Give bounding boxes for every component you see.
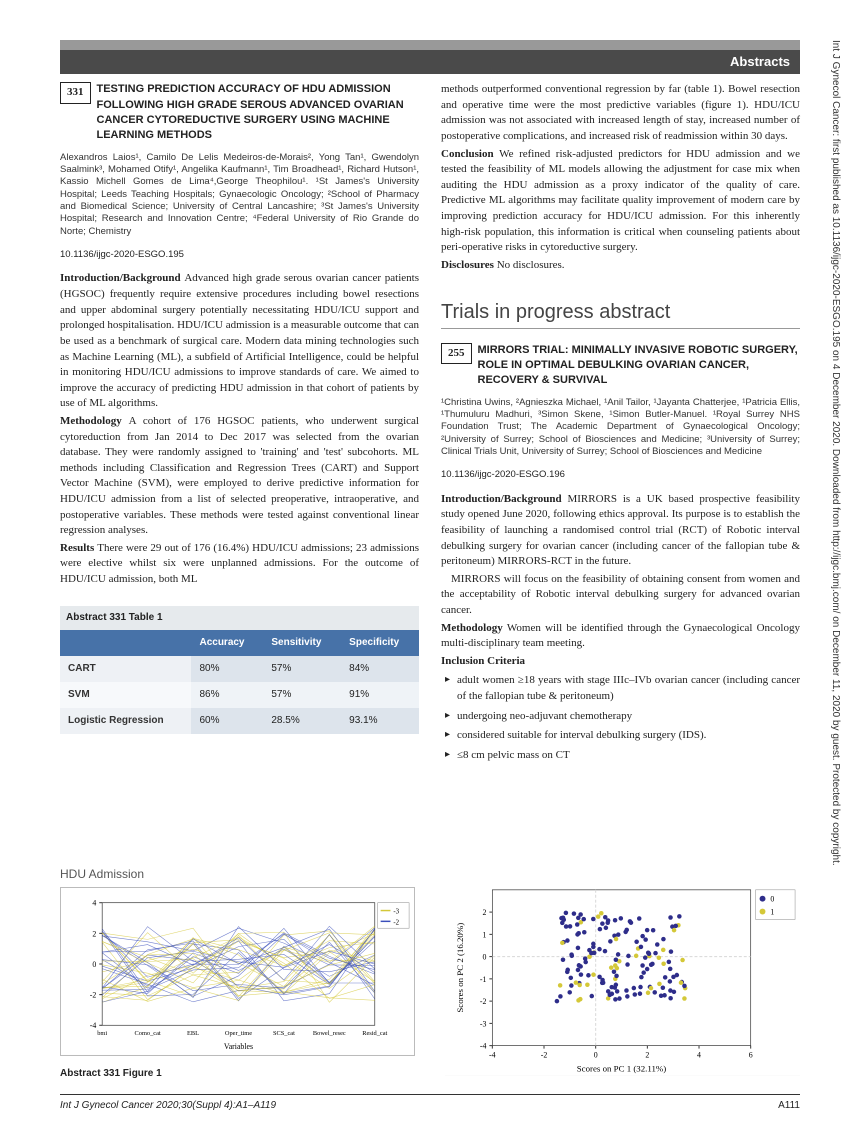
table-header-cell — [60, 630, 191, 656]
table-cell: 86% — [191, 682, 263, 708]
vertical-citation: Int J Gynecol Cancer: first published as… — [828, 40, 842, 1100]
svg-text:-2: -2 — [480, 997, 487, 1006]
table-row: Logistic Regression60%28.5%93.1% — [60, 708, 419, 734]
abstract-body: Introduction/Background Advanced high gr… — [60, 271, 419, 587]
conclusion-text: We refined risk-adjusted predictors for … — [441, 148, 800, 254]
svg-text:6: 6 — [749, 1051, 753, 1060]
table-cell: 93.1% — [341, 708, 419, 734]
footer-citation: Int J Gynecol Cancer 2020;30(Suppl 4):A1… — [60, 1099, 276, 1113]
doi-text: 10.1136/ijgc-2020-ESGO.195 — [60, 248, 419, 261]
svg-text:-3: -3 — [393, 908, 399, 915]
table-cell: Logistic Regression — [60, 708, 191, 734]
svg-text:-1: -1 — [480, 975, 487, 984]
svg-text:Como_cat: Como_cat — [135, 1030, 161, 1037]
figure-caption: Abstract 331 Figure 1 — [60, 1067, 415, 1081]
figure-row: HDU Admission -4 -2 0 2 4 bmi Como_cat EBL Oper_… — [60, 866, 800, 1081]
table-row: SVM86%57%91% — [60, 682, 419, 708]
disclosures-text: No disclosures. — [497, 259, 565, 271]
table-caption: Abstract 331 Table 1 — [60, 606, 419, 630]
svg-text:1: 1 — [482, 931, 486, 940]
svg-text:-4: -4 — [489, 1051, 496, 1060]
figure-left: HDU Admission -4 -2 0 2 4 bmi Como_cat EBL Oper_… — [60, 866, 415, 1081]
criteria-item: ≤8 cm pelvic mass on CT — [445, 748, 800, 764]
figure-right: -4 -2 0 2 4 6 -4 -3 -2 -1 0 1 2 Scores on PC 1 (32.11… — [445, 878, 800, 1081]
intro-text: Advanced high grade serous ovarian cance… — [60, 272, 419, 409]
table-header-cell: Specificity — [341, 630, 419, 656]
svg-text:bmi: bmi — [97, 1030, 107, 1037]
table-cell: SVM — [60, 682, 191, 708]
table-cell: 57% — [263, 682, 341, 708]
abstract-title-255: MIRRORS TRIAL: MINIMALLY INVASIVE ROBOTI… — [478, 343, 801, 389]
abstract-number: 331 — [60, 82, 91, 103]
table-cell: 60% — [191, 708, 263, 734]
svg-text:Oper_time: Oper_time — [225, 1030, 252, 1037]
svg-text:-2: -2 — [90, 990, 97, 999]
svg-text:0: 0 — [482, 953, 486, 962]
left-column: 331 TESTING PREDICTION ACCURACY OF HDU A… — [60, 82, 419, 767]
table-cell: CART — [60, 656, 191, 682]
svg-text:1: 1 — [770, 908, 774, 917]
svg-text:EBL: EBL — [187, 1030, 199, 1037]
svg-text:-4: -4 — [480, 1042, 487, 1051]
chart-title: HDU Admission — [60, 866, 415, 883]
svg-text:2: 2 — [645, 1051, 649, 1060]
svg-text:-3: -3 — [480, 1020, 487, 1029]
table-cell: 57% — [263, 656, 341, 682]
criteria-item: undergoing neo-adjuvant chemotherapy — [445, 709, 800, 725]
svg-text:SCS_cat: SCS_cat — [273, 1030, 295, 1037]
results-text: There were 29 out of 176 (16.4%) HDU/ICU… — [60, 542, 419, 585]
doi-255: 10.1136/ijgc-2020-ESGO.196 — [441, 468, 800, 481]
authors-block: Alexandros Laios¹, Camilo De Lelis Medei… — [60, 152, 419, 238]
svg-text:0: 0 — [770, 895, 774, 904]
svg-text:2: 2 — [482, 908, 486, 917]
section-label: Abstracts — [60, 50, 800, 74]
parallel-chart: -4 -2 0 2 4 bmi Como_cat EBL Oper_time SCS_cat Bow… — [60, 887, 415, 1056]
right-column: methods outperformed conventional regres… — [441, 82, 800, 767]
page-number: A111 — [778, 1099, 800, 1113]
table-header-cell: Sensitivity — [263, 630, 341, 656]
table-331: Abstract 331 Table 1 AccuracySensitivity… — [60, 606, 419, 734]
abstract255-body: Introduction/Background MIRRORS is a UK … — [441, 492, 800, 764]
authors-block-255: ¹Christina Uwins, ²Agnieszka Michael, ¹A… — [441, 397, 800, 459]
page-header: Abstracts — [60, 40, 800, 74]
abstract-title: TESTING PREDICTION ACCURACY OF HDU ADMIS… — [97, 82, 420, 144]
abstract-number-255: 255 — [441, 343, 472, 364]
table-header-cell: Accuracy — [191, 630, 263, 656]
svg-text:Scores on PC 1 (32.11%): Scores on PC 1 (32.11%) — [577, 1064, 667, 1074]
svg-text:2: 2 — [92, 929, 96, 938]
svg-text:Bowel_resec: Bowel_resec — [313, 1030, 346, 1037]
scatter-chart: -4 -2 0 2 4 6 -4 -3 -2 -1 0 1 2 Scores on PC 1 (32.11… — [445, 878, 800, 1075]
svg-text:Resid_cat: Resid_cat — [362, 1030, 387, 1037]
svg-text:Scores on PC 2 (16.20%): Scores on PC 2 (16.20%) — [455, 923, 465, 1013]
svg-text:0: 0 — [594, 1051, 598, 1060]
table-cell: 80% — [191, 656, 263, 682]
criteria-item: adult women ≥18 years with stage IIIc–IV… — [445, 673, 800, 704]
svg-text:0: 0 — [92, 960, 96, 969]
table-cell: 91% — [341, 682, 419, 708]
svg-text:Variables: Variables — [224, 1042, 253, 1051]
svg-text:-4: -4 — [90, 1021, 97, 1030]
data-table: AccuracySensitivitySpecificity CART80%57… — [60, 630, 419, 734]
trials-heading: Trials in progress abstract — [441, 298, 800, 329]
svg-text:4: 4 — [92, 899, 96, 908]
svg-text:4: 4 — [697, 1051, 701, 1060]
criteria-item: considered suitable for interval debulki… — [445, 728, 800, 744]
svg-text:-2: -2 — [541, 1051, 548, 1060]
methodology-text: A cohort of 176 HGSOC patients, who unde… — [60, 415, 419, 536]
inclusion-criteria-list: adult women ≥18 years with stage IIIc–IV… — [445, 673, 800, 763]
results-continued: methods outperformed conventional regres… — [441, 82, 800, 273]
table-cell: 84% — [341, 656, 419, 682]
table-cell: 28.5% — [263, 708, 341, 734]
svg-text:-2: -2 — [393, 919, 399, 926]
table-row: CART80%57%84% — [60, 656, 419, 682]
page-footer: Int J Gynecol Cancer 2020;30(Suppl 4):A1… — [60, 1094, 800, 1113]
